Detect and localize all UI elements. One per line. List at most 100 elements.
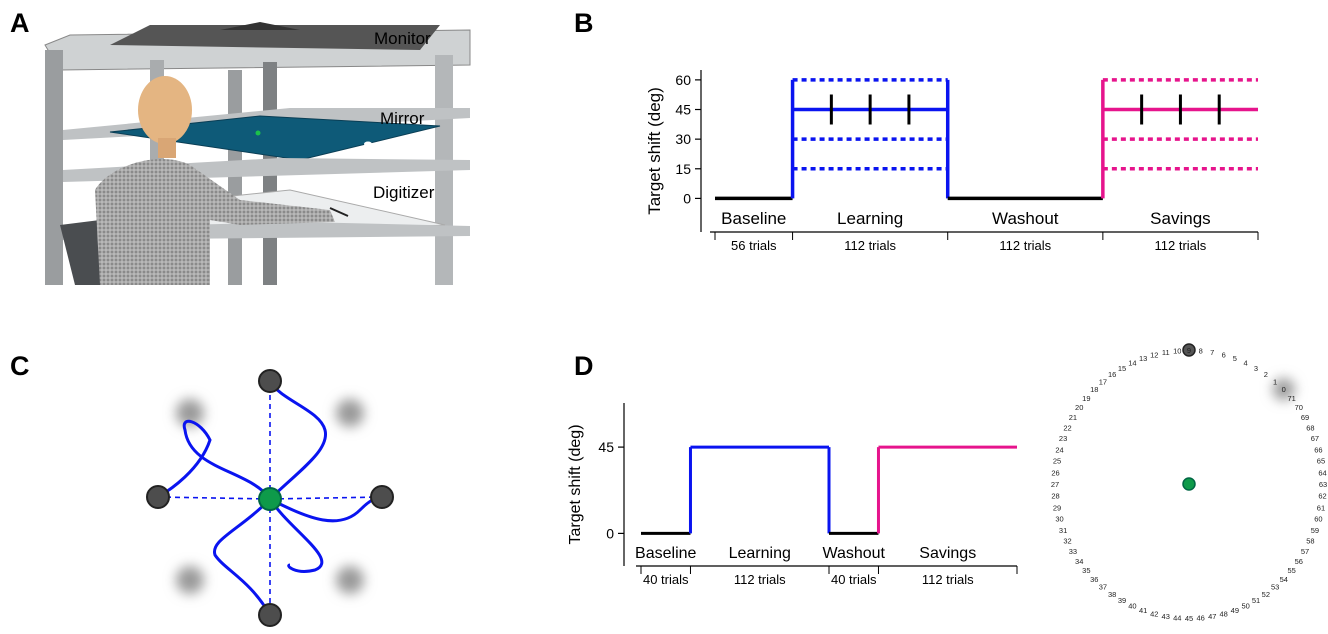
target-number: 65 (1317, 457, 1325, 466)
target-number: 53 (1271, 583, 1279, 592)
phase-trials: 112 trials (1155, 238, 1207, 253)
target-number: 10 (1173, 347, 1181, 356)
panel-letter: D (574, 351, 594, 381)
phase-name: Baseline (721, 209, 786, 228)
target-number: 37 (1099, 583, 1107, 592)
target-number: 11 (1162, 348, 1170, 357)
target-number: 66 (1314, 445, 1322, 454)
target-number: 4 (1244, 359, 1248, 368)
rig-illustration (45, 22, 470, 285)
target-number: 45 (1185, 614, 1193, 623)
target-number: 39 (1118, 596, 1126, 605)
phase-trials: 112 trials (844, 238, 896, 253)
y-tick-label: 15 (675, 161, 691, 177)
target-number: 49 (1231, 606, 1239, 615)
target-number: 67 (1311, 434, 1319, 443)
y-tick-label: 60 (675, 72, 691, 88)
rig-label: Digitizer (373, 183, 435, 202)
target-number: 6 (1222, 351, 1226, 360)
target-number: 15 (1118, 364, 1126, 373)
panel-letter: C (10, 351, 30, 381)
target-number: 64 (1318, 468, 1326, 477)
target-number: 55 (1287, 566, 1295, 575)
phase-name: Savings (1150, 209, 1210, 228)
target-number: 0 (1282, 385, 1286, 394)
target-number: 48 (1220, 609, 1228, 618)
target-number: 34 (1075, 557, 1083, 566)
target-number: 63 (1319, 480, 1327, 489)
target-number: 52 (1262, 590, 1270, 599)
target-number: 7 (1210, 348, 1214, 357)
target-number: 14 (1128, 359, 1136, 368)
y-tick-label: 0 (606, 525, 614, 541)
phase-trials: 40 trials (643, 572, 689, 587)
y-axis-label: Target shift (deg) (645, 87, 664, 215)
target-number: 36 (1090, 575, 1098, 584)
target-number: 9 (1187, 346, 1191, 355)
target-number: 33 (1069, 547, 1077, 556)
target-number: 68 (1306, 423, 1314, 432)
phase-trials: 40 trials (831, 572, 877, 587)
phase-trials: 112 trials (734, 572, 786, 587)
target-number: 56 (1295, 557, 1303, 566)
target-number: 46 (1197, 613, 1205, 622)
target-number: 5 (1233, 354, 1237, 363)
target-number: 70 (1295, 403, 1303, 412)
target-number: 21 (1069, 413, 1077, 422)
target-number: 24 (1055, 445, 1063, 454)
y-tick-label: 30 (675, 131, 691, 147)
phase-trials: 112 trials (922, 572, 974, 587)
target-number: 40 (1128, 601, 1136, 610)
target-number: 3 (1254, 364, 1258, 373)
trajectory-diagram (147, 370, 393, 626)
rig-label: Monitor (374, 29, 431, 48)
target-number: 25 (1053, 457, 1061, 466)
target-number: 1 (1273, 377, 1277, 386)
target-number: 23 (1059, 434, 1067, 443)
target-number: 27 (1051, 480, 1059, 489)
y-tick-label: 45 (598, 439, 614, 455)
y-tick-label: 0 (683, 190, 691, 206)
target-number: 71 (1287, 394, 1295, 403)
panel-letter: A (10, 8, 30, 38)
target-number: 17 (1099, 377, 1107, 386)
phase-name: Savings (919, 545, 976, 562)
target-number: 8 (1199, 347, 1203, 356)
target-number: 60 (1314, 515, 1322, 524)
target-number: 58 (1306, 537, 1314, 546)
target-number: 42 (1150, 609, 1158, 618)
target-number: 62 (1318, 492, 1326, 501)
phase-name: Learning (837, 209, 903, 228)
target-number: 12 (1150, 351, 1158, 360)
target-number: 28 (1051, 492, 1059, 501)
target-number: 22 (1063, 423, 1071, 432)
phase-trials: 56 trials (731, 238, 777, 253)
target-number: 50 (1241, 601, 1249, 610)
target-number: 47 (1208, 612, 1216, 621)
target-number: 13 (1139, 354, 1147, 363)
y-tick-label: 45 (675, 102, 691, 118)
target-number: 44 (1173, 613, 1181, 622)
target-number: 16 (1108, 370, 1116, 379)
target-number: 54 (1280, 575, 1288, 584)
rig-label: Mirror (380, 109, 425, 128)
target-number: 30 (1055, 515, 1063, 524)
target-number: 31 (1059, 526, 1067, 535)
target-number: 29 (1053, 503, 1061, 512)
target-number: 61 (1317, 503, 1325, 512)
y-axis-label: Target shift (deg) (567, 424, 584, 544)
target-number: 20 (1075, 403, 1083, 412)
target-number: 51 (1252, 596, 1260, 605)
target-number: 69 (1301, 413, 1309, 422)
target-number: 41 (1139, 606, 1147, 615)
target-number: 18 (1090, 385, 1098, 394)
phase-trials: 112 trials (999, 238, 1051, 253)
target-number: 57 (1301, 547, 1309, 556)
target-number: 19 (1082, 394, 1090, 403)
phase-name: Washout (992, 209, 1059, 228)
target-number: 59 (1311, 526, 1319, 535)
figure: A Monitor Mirror Digitizer B C D Target … (0, 0, 1328, 629)
phase-name: Learning (729, 545, 791, 562)
target-number: 38 (1108, 590, 1116, 599)
target-number: 2 (1264, 370, 1268, 379)
